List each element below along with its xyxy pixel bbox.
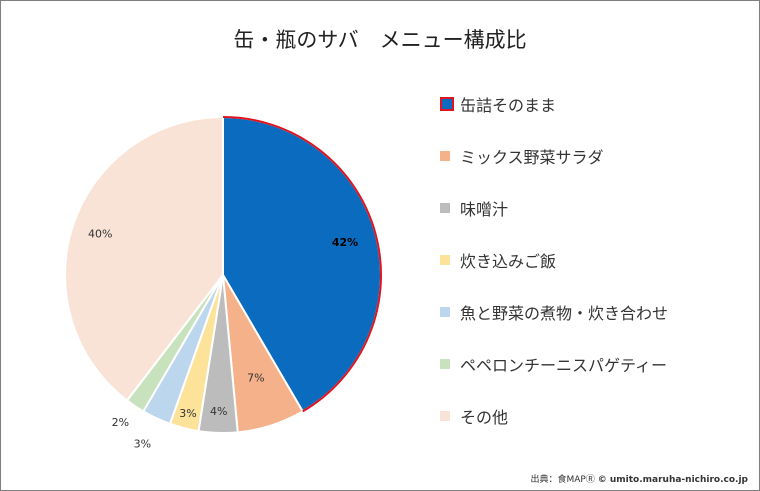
source-prefix: 出典：食MAP (530, 475, 586, 485)
legend-swatch (440, 411, 450, 421)
data-label: 40% (88, 227, 112, 240)
legend-swatch (440, 151, 450, 161)
legend-item: ミックス野菜サラダ (440, 130, 750, 182)
legend-item: ペペロンチーニスパゲティー (440, 338, 750, 390)
legend-item: その他 (440, 390, 750, 442)
legend-item: 味噌汁 (440, 182, 750, 234)
legend-swatch (440, 307, 450, 317)
data-label: 3% (179, 407, 196, 420)
registered-mark: Ⓡ (585, 475, 595, 485)
legend-swatch (440, 203, 450, 213)
highlight-outline (222, 116, 382, 413)
pie-slice (64, 115, 224, 402)
legend-swatch (440, 359, 450, 369)
data-label: 42% (332, 236, 358, 249)
legend-label: 魚と野菜の煮物・炊き合わせ (460, 304, 669, 323)
data-label: 7% (247, 371, 264, 384)
data-label: 3% (134, 437, 151, 450)
source-site: © umito.maruha-nichiro.co.jp (597, 475, 748, 485)
source-credit: 出典：食MAPⓇ © umito.maruha-nichiro.co.jp (531, 472, 749, 485)
legend-label: ミックス野菜サラダ (460, 148, 604, 167)
legend-swatch (440, 255, 450, 265)
legend-swatch (440, 97, 454, 111)
legend-label: 缶詰そのまま (460, 96, 557, 115)
legend-label: 味噌汁 (460, 200, 509, 219)
legend-item: 魚と野菜の煮物・炊き合わせ (440, 286, 750, 338)
legend-label: その他 (460, 408, 509, 427)
data-label: 2% (112, 416, 129, 429)
legend-item: 缶詰そのまま (440, 78, 750, 130)
legend-label: ペペロンチーニスパゲティー (460, 356, 668, 375)
chart-title: 缶・瓶のサバ メニュー構成比 (233, 28, 527, 52)
legend-item: 炊き込みご飯 (440, 234, 750, 286)
legend: 缶詰そのまま ミックス野菜サラダ 味噌汁 炊き込みご飯 魚と野菜の煮物・炊き合わ… (440, 78, 750, 442)
data-label: 4% (210, 405, 227, 418)
legend-label: 炊き込みご飯 (460, 252, 557, 271)
